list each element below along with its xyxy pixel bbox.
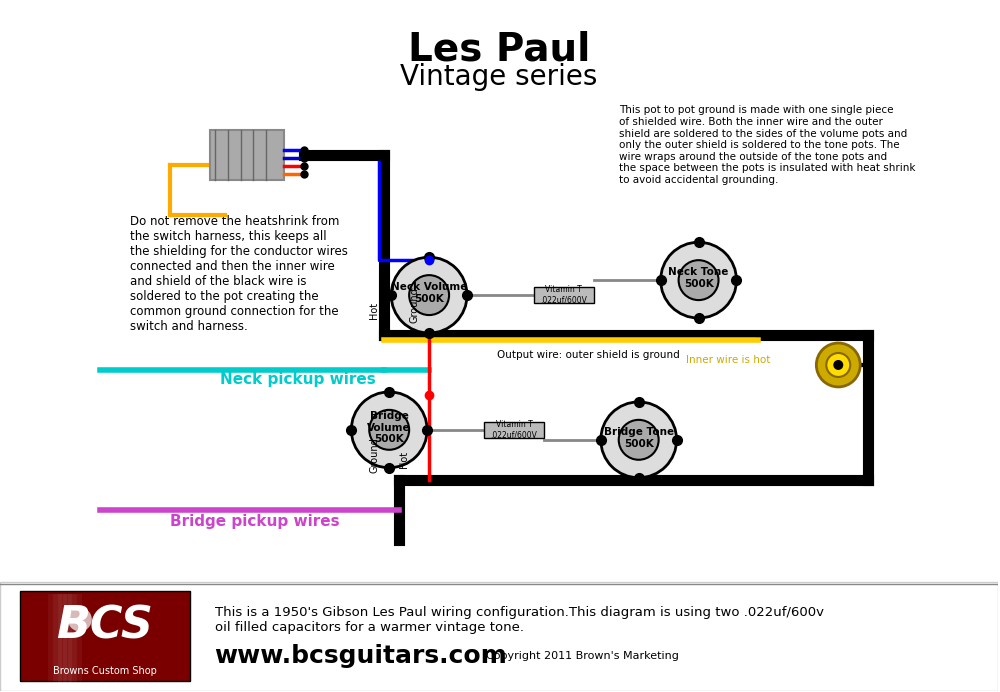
Circle shape <box>816 343 860 387</box>
Text: Browns Custom Shop: Browns Custom Shop <box>53 666 157 676</box>
Circle shape <box>409 275 449 315</box>
Text: Vintage series: Vintage series <box>400 62 598 91</box>
Circle shape <box>68 608 92 631</box>
Bar <box>20 592 190 682</box>
Text: Vitamin T
.022uf/600V: Vitamin T .022uf/600V <box>540 285 587 304</box>
Text: Inner wire is hot: Inner wire is hot <box>686 355 771 365</box>
Text: Bridge
Volume
500K: Bridge Volume 500K <box>367 411 411 444</box>
Circle shape <box>351 392 427 468</box>
Text: Ground: Ground <box>409 287 419 323</box>
Text: Neck Volume
500K: Neck Volume 500K <box>391 282 467 304</box>
Text: Les Paul: Les Paul <box>408 30 590 69</box>
Text: Bridge Tone
500K: Bridge Tone 500K <box>604 427 674 448</box>
Bar <box>20 592 190 682</box>
Bar <box>0 581 998 691</box>
Circle shape <box>833 360 843 370</box>
Circle shape <box>391 257 467 333</box>
Circle shape <box>679 260 719 300</box>
Circle shape <box>661 242 736 318</box>
Text: This pot to pot ground is made with one single piece
of shielded wire. Both the : This pot to pot ground is made with one … <box>619 105 915 185</box>
Circle shape <box>619 420 659 459</box>
Text: BCS: BCS <box>56 605 153 648</box>
Text: Ground: Ground <box>369 437 379 473</box>
Text: Neck Tone
500K: Neck Tone 500K <box>668 267 729 289</box>
Bar <box>534 287 594 303</box>
Bar <box>210 131 284 181</box>
Text: Do not remove the heatshrink from
the switch harness, this keeps all
the shieldi: Do not remove the heatshrink from the sw… <box>130 215 348 334</box>
Text: www.bcsguitars.com: www.bcsguitars.com <box>215 644 507 668</box>
Text: Hot: Hot <box>399 451 409 468</box>
Bar <box>484 422 544 438</box>
Text: This is a 1950's Gibson Les Paul wiring configuration.This diagram is using two : This is a 1950's Gibson Les Paul wiring … <box>215 606 824 635</box>
Text: Bridge pickup wires: Bridge pickup wires <box>170 514 339 529</box>
Circle shape <box>826 353 850 377</box>
Text: Copyright 2011 Brown's Marketing: Copyright 2011 Brown's Marketing <box>479 651 679 662</box>
Text: Hot: Hot <box>369 302 379 318</box>
Text: Vitamin T
.022uf/600V: Vitamin T .022uf/600V <box>491 420 537 439</box>
Text: Output wire: outer shield is ground: Output wire: outer shield is ground <box>497 350 680 360</box>
Circle shape <box>601 402 677 477</box>
Circle shape <box>369 410 409 450</box>
Text: Neck pickup wires: Neck pickup wires <box>220 372 375 388</box>
